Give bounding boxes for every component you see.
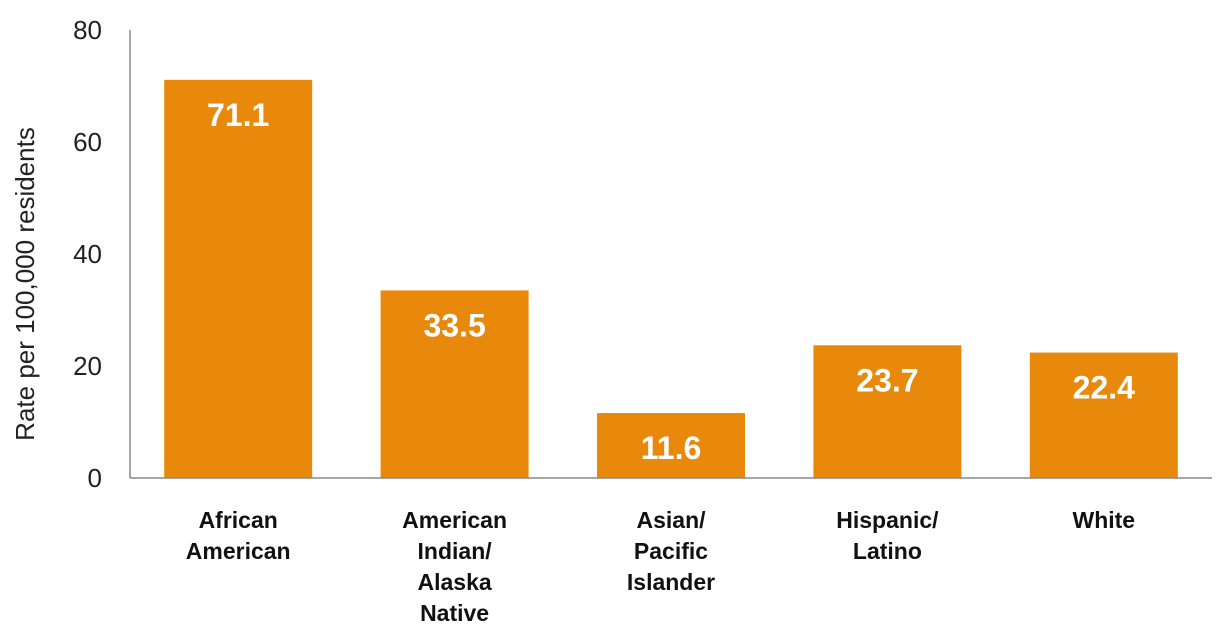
- category-label: White: [1072, 507, 1135, 533]
- bar-value-labels: 71.1 33.5 11.6 23.7 22.4: [207, 97, 1135, 466]
- bars: [164, 79, 1178, 478]
- y-tick-label: 40: [73, 239, 102, 269]
- category-label: African American: [186, 507, 291, 564]
- category-label-line: Latino: [853, 538, 922, 564]
- category-label: Asian/Pacific Islander: [627, 507, 715, 595]
- bar: [164, 79, 313, 478]
- category-label-line: Indian/: [418, 538, 493, 564]
- category-label-line: American: [402, 507, 507, 533]
- bar-value-label: 71.1: [207, 97, 269, 133]
- bar-value-label: 23.7: [856, 362, 918, 398]
- x-axis-labels: African American American Indian/Alaska Nati…: [186, 507, 1135, 626]
- y-tick-label: 80: [73, 15, 102, 45]
- category-label-line: Islander: [627, 569, 715, 595]
- category-label-line: Asian/: [636, 507, 706, 533]
- bar-value-label: 22.4: [1073, 370, 1135, 406]
- bar: [380, 290, 529, 478]
- y-axis: 0 20 40 60 80: [73, 15, 131, 493]
- y-tick-label: 60: [73, 127, 102, 157]
- bar-value-label: 33.5: [423, 307, 485, 343]
- bar: [1029, 352, 1178, 478]
- category-label: Hispanic/Latino: [836, 507, 939, 564]
- category-label-line: Hispanic/: [836, 507, 939, 533]
- bar: [813, 345, 962, 478]
- bar: [597, 413, 745, 478]
- category-label-line: Native: [420, 600, 489, 626]
- category-label-line: African: [199, 507, 278, 533]
- category-label-line: Pacific: [634, 538, 708, 564]
- category-label-line: American: [186, 538, 291, 564]
- category-label-line: Alaska: [418, 569, 492, 595]
- category-label-line: White: [1072, 507, 1135, 533]
- y-axis-title: Rate per 100,000 residents: [10, 127, 40, 441]
- y-tick-label: 0: [88, 463, 102, 493]
- category-label: American Indian/Alaska Native: [402, 507, 507, 626]
- y-tick-label: 20: [73, 351, 102, 381]
- bar-value-label: 11.6: [641, 430, 702, 466]
